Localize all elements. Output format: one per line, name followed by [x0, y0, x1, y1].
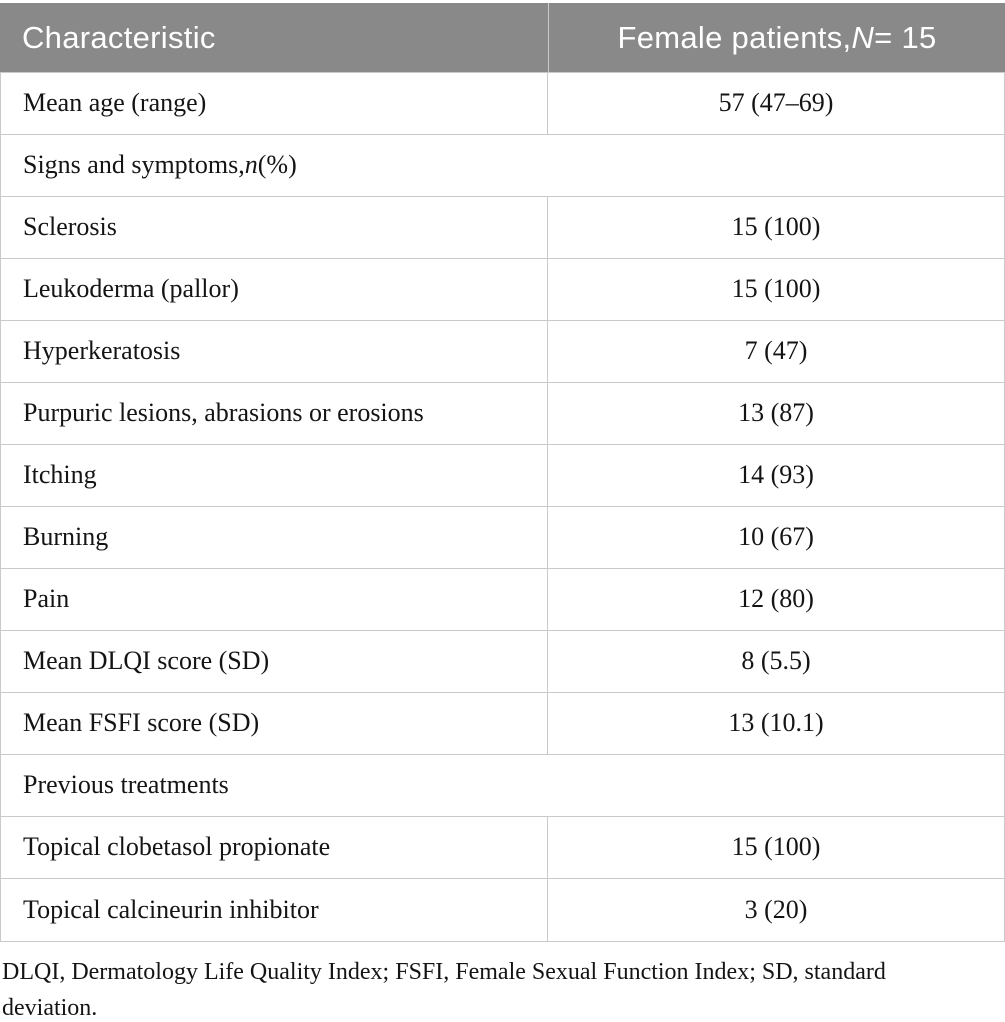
section-label: Signs and symptoms, n (%) — [1, 135, 1004, 196]
table-row-hyperkeratosis: Hyperkeratosis 7 (47) — [1, 321, 1004, 383]
table-row-mean-age: Mean age (range) 57 (47–69) — [1, 73, 1004, 135]
table-row-pain: Pain 12 (80) — [1, 569, 1004, 631]
section-row-signs-and-symptoms: Signs and symptoms, n (%) — [1, 135, 1004, 197]
row-value: 15 (100) — [731, 212, 821, 242]
column-header-characteristic: Characteristic — [0, 3, 548, 72]
row-value: 57 (47–69) — [718, 88, 834, 118]
row-label: Hyperkeratosis — [1, 321, 548, 382]
section-label: Previous treatments — [23, 770, 229, 800]
row-label: Mean FSFI score (SD) — [1, 693, 548, 754]
row-label: Leukoderma (pallor) — [1, 259, 548, 320]
row-label: Mean age (range) — [1, 73, 548, 134]
row-value: 14 (93) — [738, 460, 814, 490]
row-label: Purpuric lesions, abrasions or erosions — [1, 383, 548, 444]
table-row-sclerosis: Sclerosis 15 (100) — [1, 197, 1004, 259]
female-patients-n-italic: N — [851, 19, 875, 55]
table-row-purpuric-lesions: Purpuric lesions, abrasions or erosions … — [1, 383, 1004, 445]
row-value: 3 (20) — [744, 894, 808, 924]
row-value: 13 (10.1) — [728, 708, 824, 738]
table-row-topical-calcineurin: Topical calcineurin inhibitor 3 (20) — [1, 879, 1004, 941]
column-header-characteristic-label: Characteristic — [22, 19, 216, 55]
section-row-previous-treatments: Previous treatments — [1, 755, 1004, 817]
row-label: Topical calcineurin inhibitor — [1, 879, 548, 941]
section-label-n-italic: n — [244, 150, 258, 180]
row-label: Burning — [1, 507, 548, 568]
characteristics-table: Characteristic Female patients, N = 15 M… — [0, 3, 1005, 942]
table-row-topical-clobetasol: Topical clobetasol propionate 15 (100) — [1, 817, 1004, 879]
row-label: Itching — [1, 445, 548, 506]
header-row: Characteristic Female patients, N = 15 — [0, 3, 1005, 72]
table-row-mean-fsfi: Mean FSFI score (SD) 13 (10.1) — [1, 693, 1004, 755]
table-row-itching: Itching 14 (93) — [1, 445, 1004, 507]
row-value: 12 (80) — [738, 584, 814, 614]
paper-table-page: Characteristic Female patients, N = 15 M… — [0, 3, 1005, 1022]
section-label-suffix: (%) — [257, 150, 297, 180]
row-value: 10 (67) — [738, 522, 814, 552]
row-label: Mean DLQI score (SD) — [1, 631, 548, 692]
row-value: 7 (47) — [744, 336, 808, 366]
table-row-leukoderma: Leukoderma (pallor) 15 (100) — [1, 259, 1004, 321]
row-value: 15 (100) — [731, 832, 821, 862]
row-value: 15 (100) — [731, 274, 821, 304]
section-label-prefix: Signs and symptoms, — [23, 150, 245, 180]
row-label: Topical clobetasol propionate — [1, 817, 548, 878]
row-value: 13 (87) — [738, 398, 814, 428]
footnote: DLQI, Dermatology Life Quality Index; FS… — [2, 959, 886, 1021]
row-value: 8 (5.5) — [741, 646, 811, 676]
table-body: Mean age (range) 57 (47–69) Signs and sy… — [0, 72, 1005, 942]
row-label: Pain — [1, 569, 548, 630]
row-label: Sclerosis — [1, 197, 548, 258]
column-header-female-patients: Female patients, N = 15 — [548, 3, 1005, 72]
table-row-burning: Burning 10 (67) — [1, 507, 1004, 569]
female-patients-suffix: = 15 — [874, 19, 937, 55]
table-row-mean-dlqi: Mean DLQI score (SD) 8 (5.5) — [1, 631, 1004, 693]
female-patients-prefix: Female patients, — [617, 19, 852, 55]
